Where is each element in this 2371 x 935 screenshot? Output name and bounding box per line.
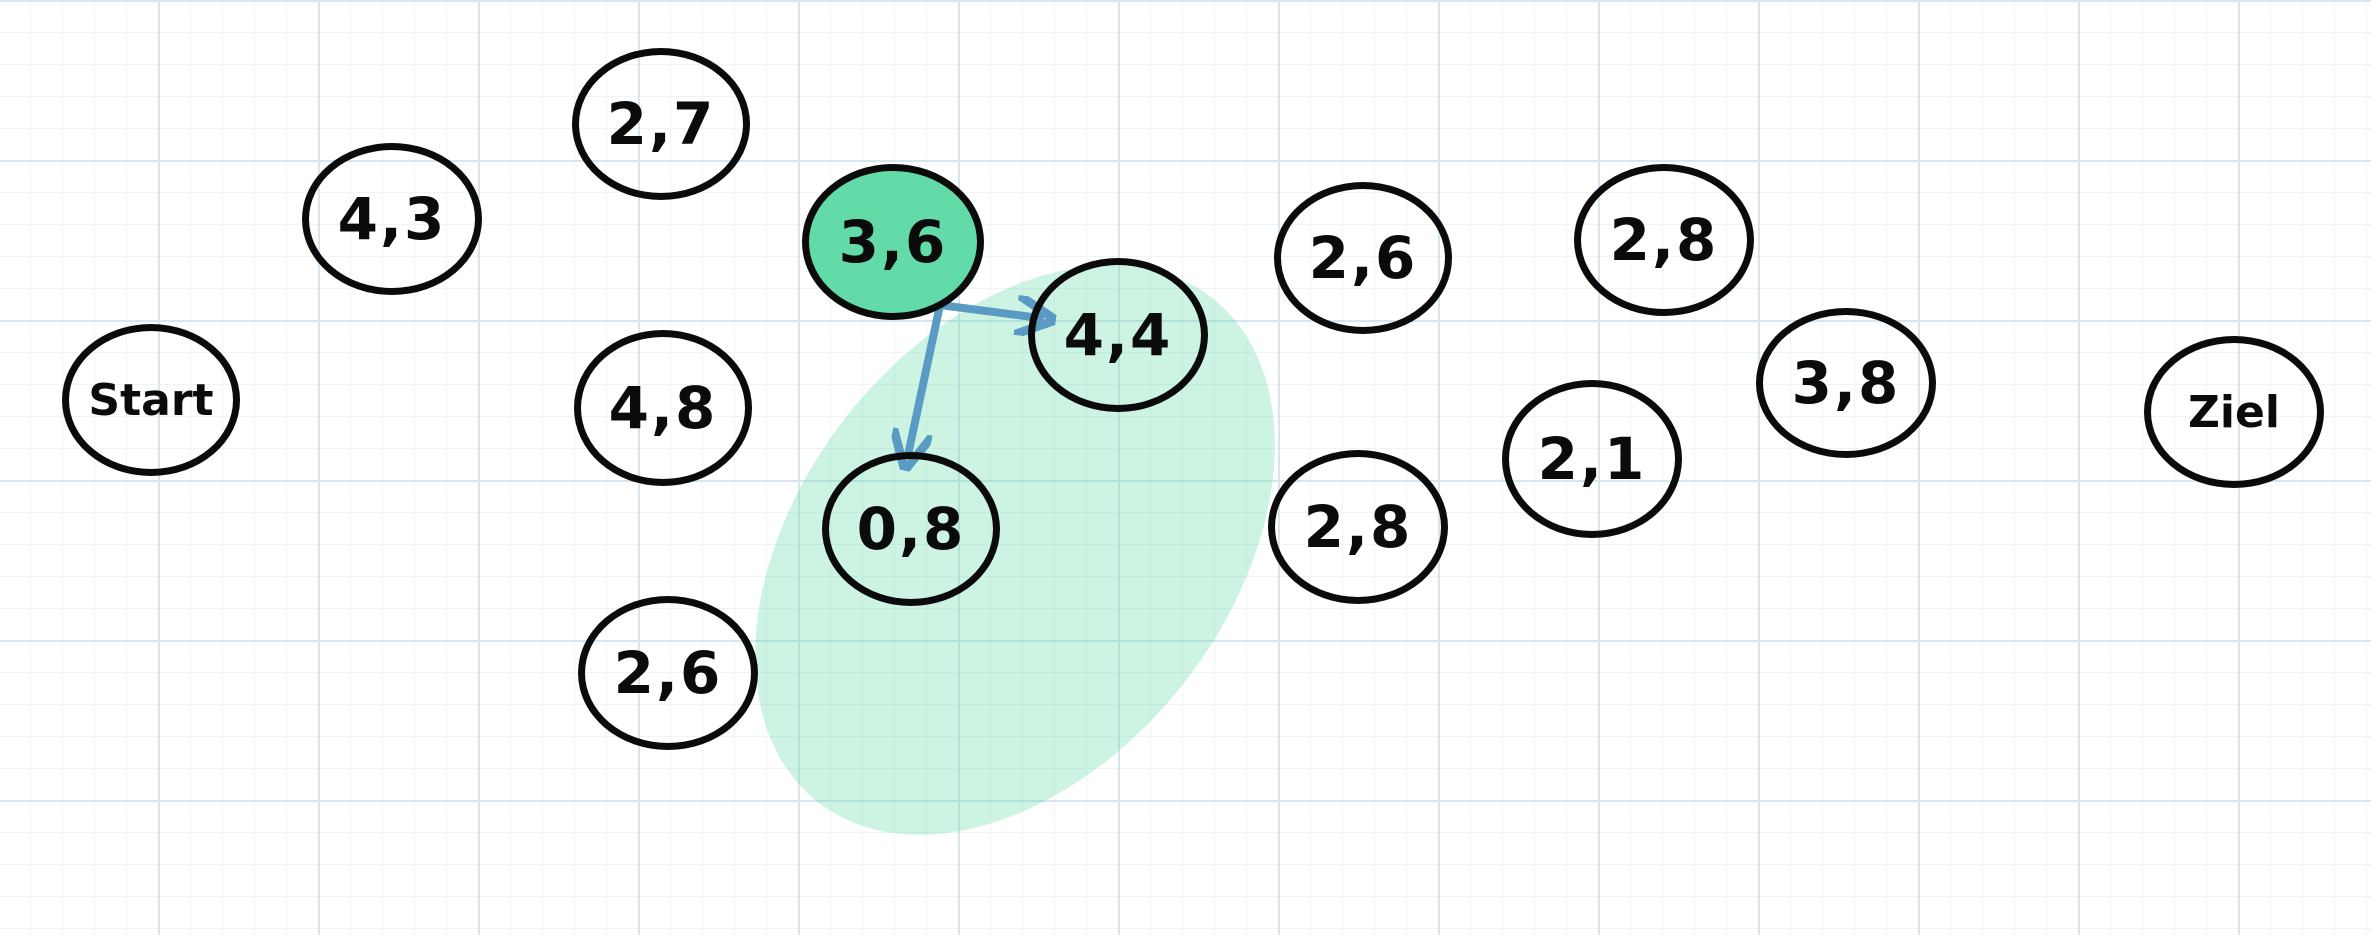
node-start[interactable]: Start [62,324,240,476]
node-ziel-label: Ziel [2188,386,2280,438]
node-2-8-bottom-label: 2,8 [1303,493,1413,561]
node-3-8-label: 3,8 [1791,349,1901,417]
node-2-6-right-label: 2,6 [1308,224,1418,292]
node-3-6-label: 3,6 [838,208,948,276]
node-4-8[interactable]: 4,8 [574,330,752,486]
node-ziel[interactable]: Ziel [2144,336,2324,488]
node-start-label: Start [88,374,214,426]
node-2-8-bottom[interactable]: 2,8 [1268,450,1448,604]
node-2-6-left[interactable]: 2,6 [578,596,758,750]
node-2-8-top[interactable]: 2,8 [1574,164,1754,316]
edge-3-6-to-0-8 [908,301,944,455]
edge-3-6-to-4-4 [936,305,1040,318]
node-0-8-label: 0,8 [856,495,966,563]
node-4-4[interactable]: 4,4 [1028,258,1208,412]
node-4-8-label: 4,8 [608,374,718,442]
node-0-8[interactable]: 0,8 [822,452,1000,606]
node-2-1-label: 2,1 [1537,425,1647,493]
node-3-6[interactable]: 3,6 [802,164,984,320]
node-2-7[interactable]: 2,7 [572,48,750,200]
node-4-3-label: 4,3 [337,185,447,253]
node-4-3[interactable]: 4,3 [302,143,482,295]
node-2-6-right[interactable]: 2,6 [1274,182,1452,334]
node-2-6-left-label: 2,6 [613,639,723,707]
node-2-7-label: 2,7 [606,90,716,158]
node-3-8[interactable]: 3,8 [1756,308,1936,458]
node-2-1[interactable]: 2,1 [1502,380,1682,538]
edge-layer [0,0,2371,800]
node-2-8-top-label: 2,8 [1609,206,1719,274]
node-4-4-label: 4,4 [1063,301,1173,369]
